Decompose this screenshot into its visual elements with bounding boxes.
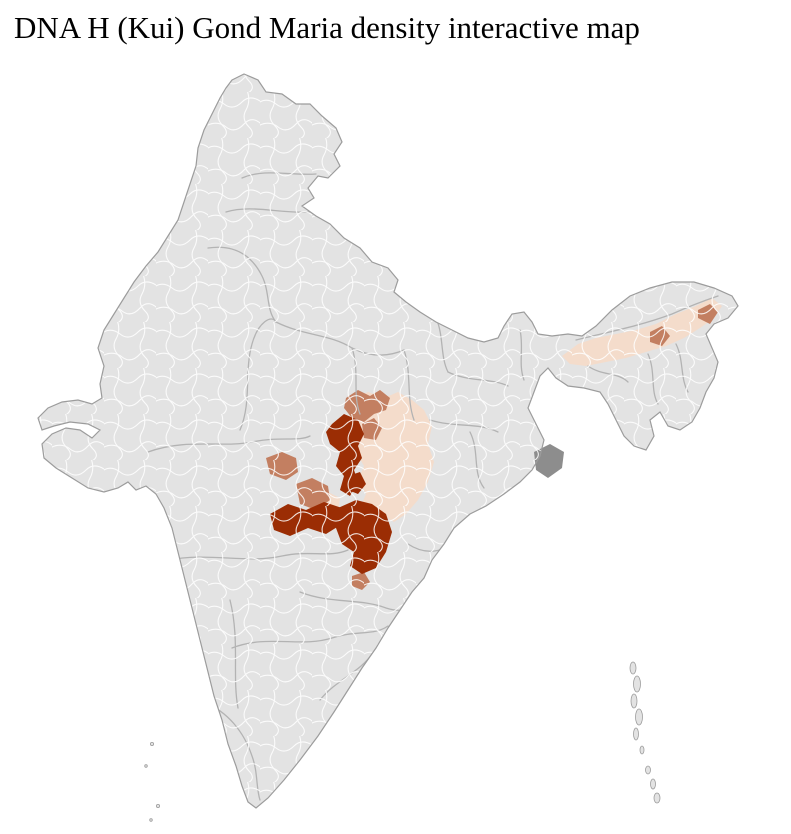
- delta-dark-patch: [534, 444, 564, 478]
- map-title: DNA H (Kui) Gond Maria density interacti…: [14, 10, 640, 45]
- andaman-nicobar-islands[interactable]: [629, 661, 661, 804]
- district-borders-overlay: [38, 74, 738, 808]
- lakshadweep-islands[interactable]: [144, 742, 160, 822]
